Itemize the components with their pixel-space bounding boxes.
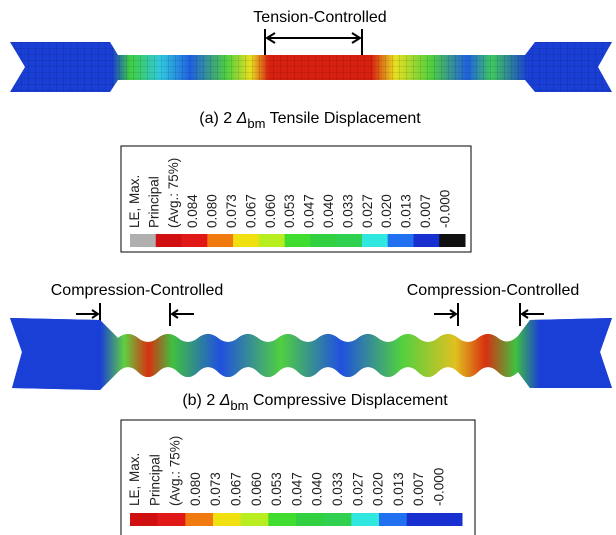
legend-title: Principal — [146, 176, 161, 228]
legend-label: 0.020 — [379, 194, 394, 228]
legend-swatch — [310, 234, 337, 247]
caption-suffix: Compressive Displacement — [253, 392, 448, 409]
legend-swatch — [387, 234, 414, 247]
legend-swatch — [296, 513, 325, 526]
legend-title: Principal — [147, 454, 162, 506]
legend-label: 0.080 — [188, 472, 203, 506]
legend-label: 0.007 — [411, 472, 426, 506]
legend-label: 0.047 — [302, 194, 317, 228]
legend-label: 0.067 — [243, 194, 258, 228]
legend-title: (Avg.: 75%) — [168, 436, 183, 506]
legend-label: 0.033 — [340, 194, 355, 228]
caption: (b) 2 Δbm Compressive Displacement — [182, 392, 448, 414]
legend-swatch — [181, 234, 208, 247]
arrows — [76, 303, 544, 326]
specimen-a — [10, 42, 612, 92]
legend-label: 0.073 — [208, 472, 223, 506]
legend-swatch — [406, 513, 435, 526]
caption-suffix: Tensile Displacement — [270, 110, 422, 127]
legend-title: (Avg.: 75%) — [166, 158, 181, 228]
legend-label: 0.013 — [391, 472, 406, 506]
legend-swatch — [351, 513, 380, 526]
legend-title: LE, Max. — [127, 453, 142, 506]
legend-label: 0.053 — [269, 472, 284, 506]
legend-swatch — [284, 234, 311, 247]
legend-label: 0.040 — [321, 194, 336, 228]
annotation: Compression-Controlled — [407, 282, 580, 299]
legend-swatch — [130, 513, 159, 526]
legend-label: 0.053 — [282, 194, 297, 228]
legend-swatch — [213, 513, 242, 526]
legend-label: 0.013 — [399, 194, 414, 228]
legend-swatch — [268, 513, 297, 526]
caption-prefix: (b) 2 — [182, 392, 215, 409]
legend-swatch — [157, 513, 186, 526]
legend-label: 0.084 — [185, 194, 200, 228]
legend-swatch — [233, 234, 260, 247]
legend-swatch — [323, 513, 352, 526]
caption-prefix: (a) 2 — [199, 110, 232, 127]
legend-label: 0.027 — [360, 194, 375, 228]
legend-swatch — [361, 234, 389, 247]
annotation: Tension-Controlled — [253, 9, 386, 26]
caption-symbol: Δ — [236, 110, 248, 127]
legend-label: -0.000 — [432, 468, 447, 506]
legend-label: 0.073 — [224, 194, 239, 228]
caption-subscript: bm — [230, 398, 248, 413]
legend-swatch — [207, 234, 234, 247]
legend-label: 0.067 — [229, 472, 244, 506]
legend-label: 0.020 — [371, 472, 386, 506]
annotation: Compression-Controlled — [51, 282, 224, 299]
legend-label: 0.040 — [310, 472, 325, 506]
legend: LE, Max. Principal (Avg.: 75%) 0.080 0.073 0.… — [127, 436, 463, 526]
arrow — [264, 29, 363, 55]
legend-label: 0.080 — [205, 194, 220, 228]
legend-label: 0.060 — [263, 194, 278, 228]
specimen-b — [10, 318, 612, 390]
legend-label: -0.000 — [437, 190, 452, 228]
legend-swatch — [130, 234, 157, 247]
legend-label: 0.027 — [350, 472, 365, 506]
legend-swatch — [336, 234, 363, 247]
caption-symbol: Δ — [219, 392, 231, 409]
legend-swatch — [439, 234, 466, 247]
legend-swatch — [434, 513, 463, 526]
legend-swatch — [258, 234, 286, 247]
legend-swatch — [240, 513, 269, 526]
caption-subscript: bm — [247, 116, 265, 131]
legend-swatch — [413, 234, 440, 247]
legend-label: 0.007 — [418, 194, 433, 228]
legend-swatch — [155, 234, 183, 247]
legend-title: LE, Max. — [127, 175, 142, 228]
legend-label: 0.047 — [289, 472, 304, 506]
caption: (a) 2 Δbm Tensile Displacement — [199, 110, 421, 132]
legend-label: 0.060 — [249, 472, 264, 506]
legend-swatch — [185, 513, 214, 526]
legend: LE, Max. Principal (Avg.: 75%) 0.084 0.080 0.… — [127, 158, 466, 247]
legend-swatch — [379, 513, 408, 526]
legend-label: 0.033 — [330, 472, 345, 506]
